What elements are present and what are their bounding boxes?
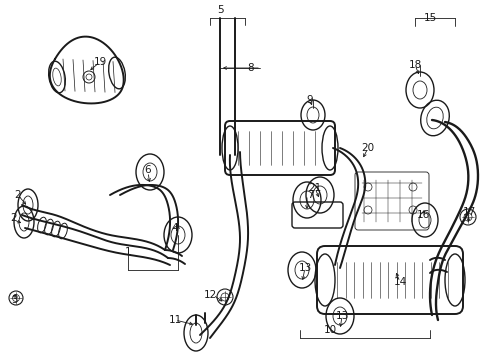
Text: 10: 10 (323, 325, 336, 335)
Text: 11: 11 (168, 315, 181, 325)
Text: 12: 12 (203, 290, 216, 300)
Text: 5: 5 (216, 5, 223, 15)
Text: 1: 1 (124, 247, 131, 257)
Text: 19: 19 (93, 57, 106, 67)
Text: 8: 8 (247, 63, 254, 73)
Text: 14: 14 (392, 277, 406, 287)
Text: 9: 9 (306, 95, 313, 105)
Text: 16: 16 (415, 210, 429, 220)
Text: 7: 7 (306, 190, 313, 200)
Text: 21: 21 (308, 183, 321, 193)
Text: 20: 20 (361, 143, 374, 153)
Text: 17: 17 (462, 207, 475, 217)
Text: 18: 18 (407, 60, 421, 70)
Text: 15: 15 (423, 13, 436, 23)
Text: 3: 3 (11, 295, 17, 305)
Text: 4: 4 (171, 223, 178, 233)
Text: 6: 6 (144, 165, 151, 175)
Text: 2: 2 (15, 190, 21, 200)
Text: 13: 13 (298, 263, 311, 273)
Text: 2: 2 (11, 213, 17, 223)
Text: 13: 13 (335, 311, 348, 321)
